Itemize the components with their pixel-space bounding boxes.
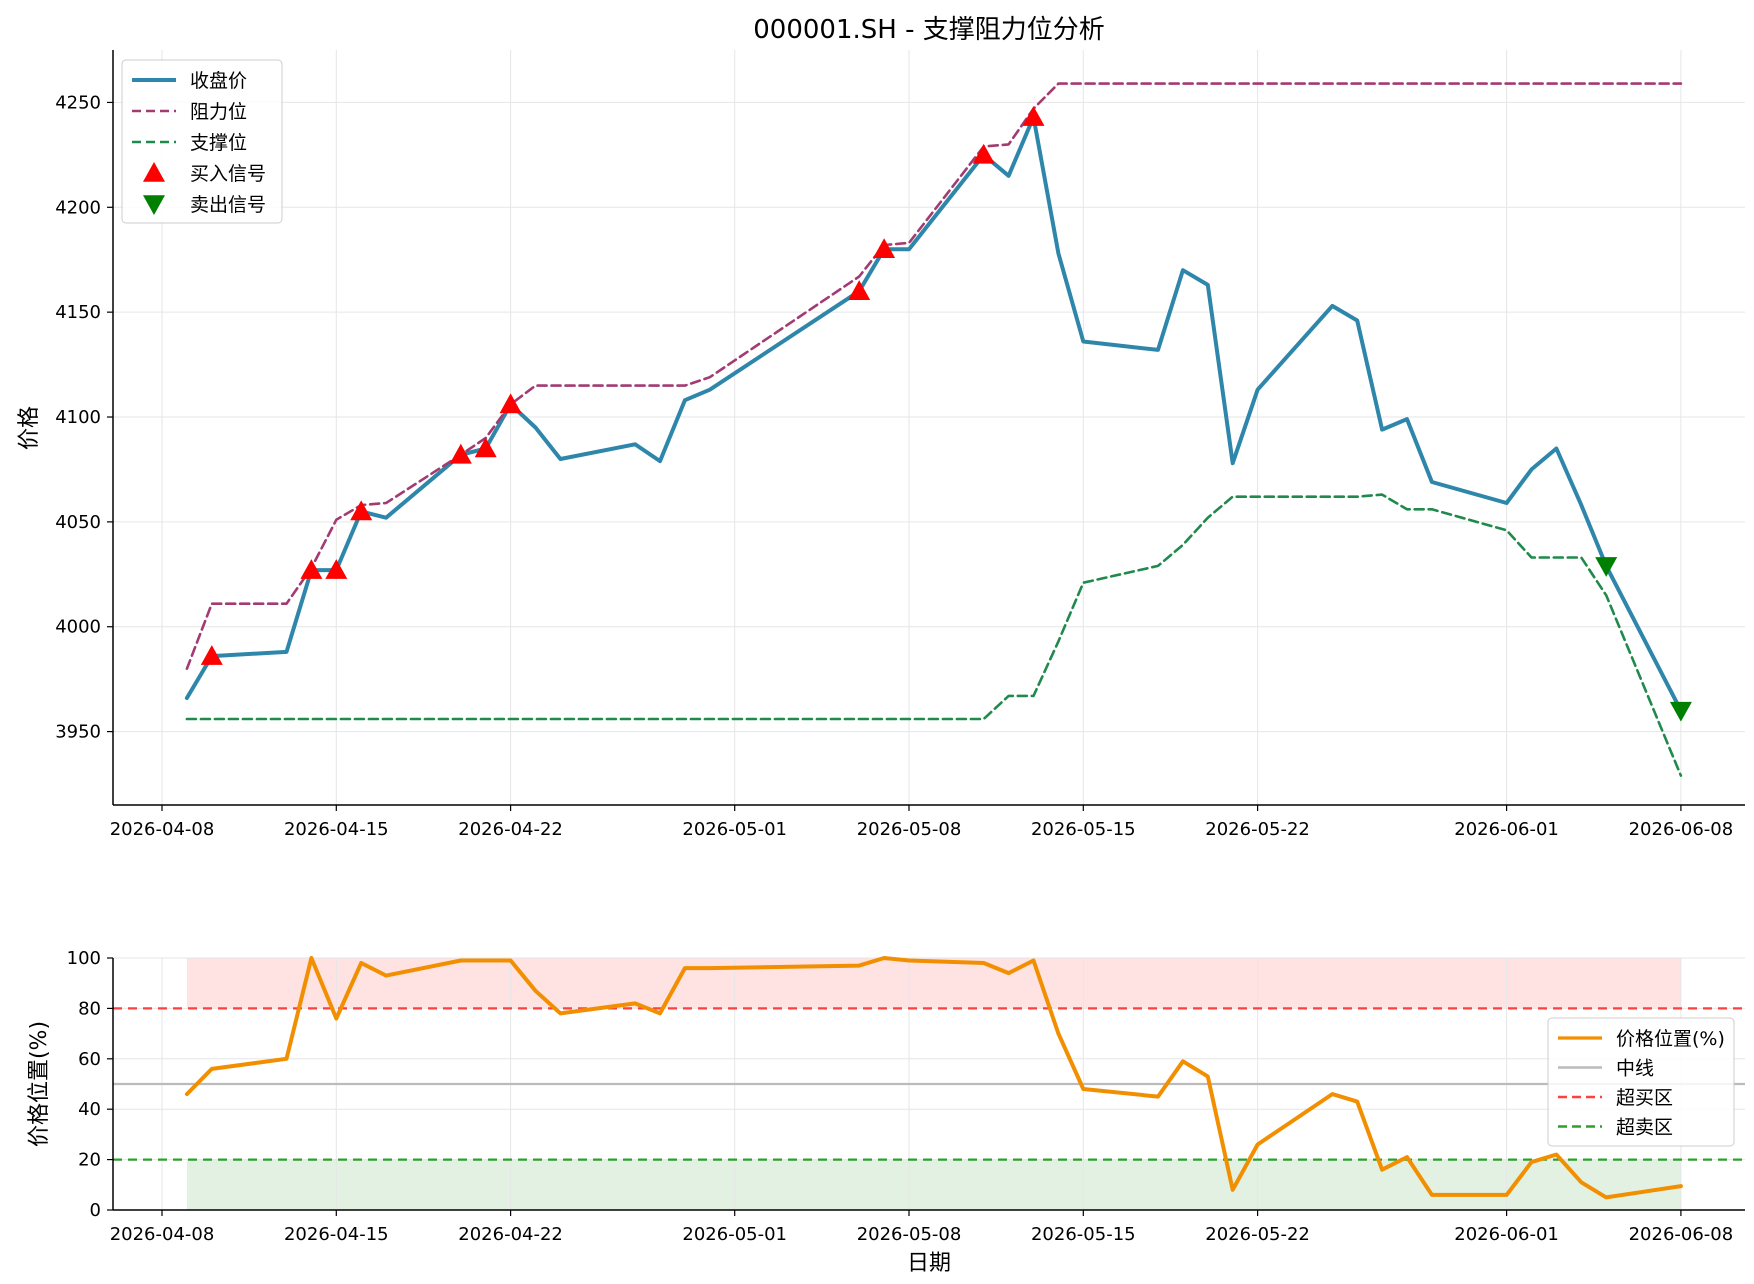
support-line [185,493,1683,777]
legend-swatch [143,195,165,215]
close-price-line [184,115,1683,713]
legend-label: 收盘价 [190,70,247,92]
x-tick-label: 2026-04-08 [110,1224,215,1245]
x-tick-label: 2026-04-22 [458,819,563,840]
legend-label: 买入信号 [190,163,266,185]
price-position-line [184,956,1683,1200]
overbought-band [186,958,1681,1009]
y-tick-label: 4250 [55,92,101,113]
legend-box [121,59,283,224]
x-tick-label: 2026-04-22 [458,1224,563,1245]
y-tick-label: 20 [78,1150,101,1171]
x-tick-label: 2026-05-22 [1205,819,1310,840]
y-tick-label: 4150 [55,302,101,323]
x-tick-label: 2026-06-01 [1454,1224,1559,1245]
x-tick-label: 2026-05-15 [1031,1224,1136,1245]
x-tick-label: 2026-04-08 [110,819,215,840]
x-tick-label: 2026-05-01 [682,1224,787,1245]
x-tick-label: 2026-04-15 [284,819,389,840]
buy-signal-marker [474,437,497,458]
legend-label: 超卖区 [1616,1117,1673,1139]
y-tick-label: 4200 [55,197,101,218]
y-tick-label: 4000 [55,617,101,638]
y-tick-label: 100 [67,948,101,969]
buy-signal-marker [449,443,472,464]
buy-signal-marker [848,280,871,300]
x-tick-label: 2026-06-08 [1629,1224,1734,1245]
x-tick-label: 2026-06-08 [1629,819,1734,840]
legend-label: 卖出信号 [190,194,266,216]
y-tick-label: 80 [78,998,101,1019]
buy-signal-marker [1022,106,1045,126]
y-axis-title: 价格位置(%) [27,1021,52,1147]
chart-title: 000001.SH - 支撑阻力位分析 [753,15,1104,45]
legend-label: 价格位置(%) [1616,1028,1725,1050]
x-tick-label: 2026-05-22 [1205,1224,1310,1245]
buy-signal-marker [972,143,995,164]
x-tick-label: 2026-04-15 [284,1224,389,1245]
legend-label: 中线 [1616,1058,1654,1080]
oversold-band [186,1159,1681,1210]
resistance-line [185,82,1683,671]
legend-label: 超买区 [1616,1087,1673,1109]
x-tick-label: 2026-05-15 [1031,819,1136,840]
legend-label: 阻力位 [190,101,247,123]
x-tick-label: 2026-05-01 [682,819,787,840]
buy-signal-marker [325,559,348,579]
sell-signal-marker [1669,701,1692,722]
buy-signal-marker [300,559,323,579]
buy-signal-marker [200,645,223,665]
buy-signal-marker [499,393,522,414]
y-tick-label: 3950 [55,722,101,743]
y-tick-label: 4100 [55,407,101,428]
y-axis-title: 价格 [17,406,42,450]
legend-box [1547,1017,1735,1147]
x-axis-title: 日期 [907,1251,951,1276]
x-tick-label: 2026-05-08 [857,819,962,840]
x-tick-label: 2026-05-08 [857,1224,962,1245]
y-tick-label: 60 [78,1049,101,1070]
y-tick-label: 4050 [55,512,101,533]
sell-signal-marker [1595,557,1618,577]
legend-label: 支撑位 [190,132,247,154]
buy-signal-marker [873,238,896,259]
y-tick-label: 0 [90,1200,101,1221]
x-tick-label: 2026-06-01 [1454,819,1559,840]
y-tick-label: 40 [78,1099,101,1120]
legend-swatch [143,162,165,182]
buy-signal-marker [350,500,373,521]
